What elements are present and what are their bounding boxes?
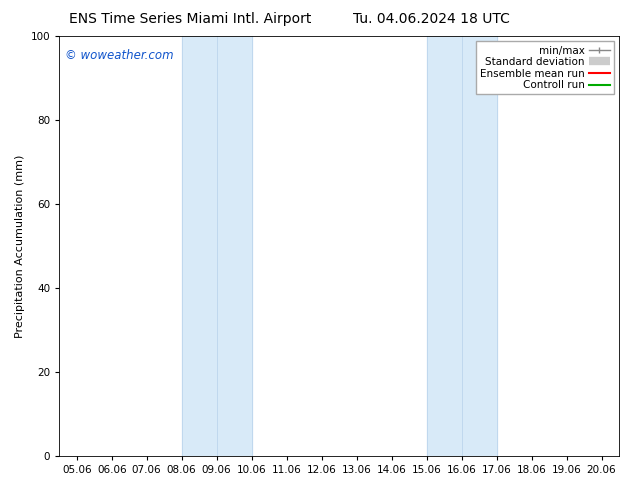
Text: © woweather.com: © woweather.com [65,49,174,62]
Bar [427,36,496,456]
Text: Tu. 04.06.2024 18 UTC: Tu. 04.06.2024 18 UTC [353,12,510,26]
Text: ENS Time Series Miami Intl. Airport: ENS Time Series Miami Intl. Airport [69,12,311,26]
Bar [182,36,252,456]
Y-axis label: Precipitation Accumulation (mm): Precipitation Accumulation (mm) [15,154,25,338]
Legend: min/max, Standard deviation, Ensemble mean run, Controll run: min/max, Standard deviation, Ensemble me… [476,41,614,95]
